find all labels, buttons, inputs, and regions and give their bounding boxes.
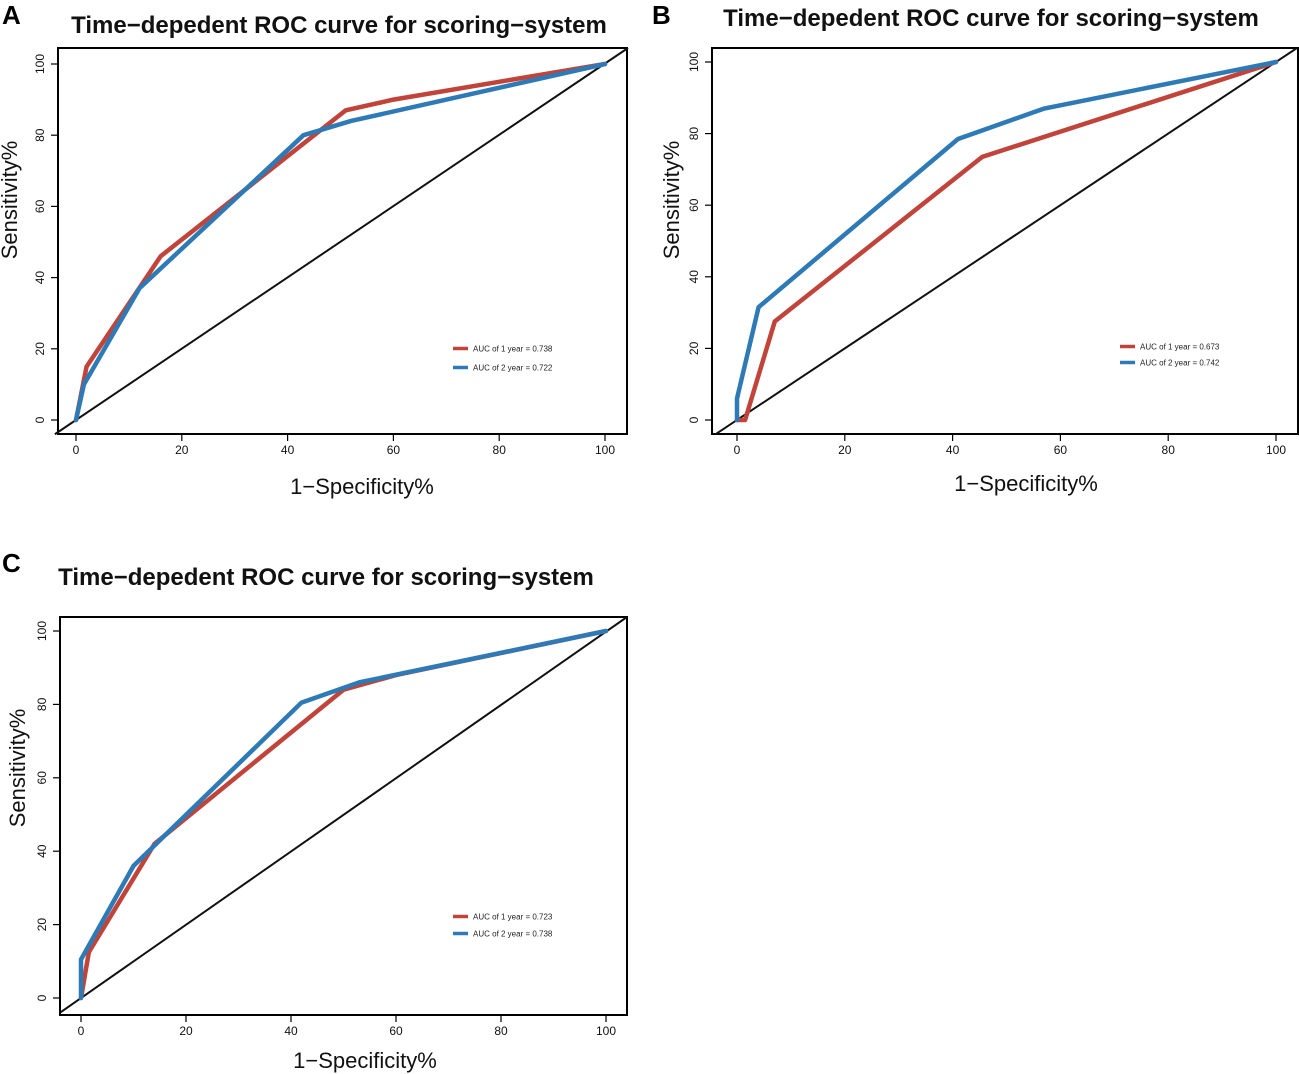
diagonal-reference-line — [714, 47, 1298, 436]
y-tick-label: 0 — [35, 994, 49, 1001]
roc-series — [78, 628, 609, 1001]
axis-ticks: 0 20 40 60 80 100 0 20 40 60 80 100 — [35, 621, 616, 1038]
panel-c: C Time−depedent ROC curve for scoring−sy… — [2, 548, 628, 1073]
y-axis-label: Sensitivity% — [5, 709, 30, 828]
x-tick-label: 40 — [281, 443, 295, 457]
y-tick-label: 20 — [35, 918, 49, 932]
x-tick-label: 60 — [387, 443, 401, 457]
x-tick-label: 40 — [284, 1024, 298, 1038]
x-tick-label: 100 — [595, 443, 615, 457]
y-tick-label: 80 — [33, 128, 47, 142]
roc-series — [734, 59, 1279, 423]
x-tick-label: 100 — [1266, 443, 1286, 457]
roc-line-2-year — [73, 61, 608, 423]
plot-frame — [711, 47, 1299, 435]
plot-frame — [57, 47, 628, 435]
y-tick-label: 60 — [33, 199, 47, 213]
x-tick-label: 20 — [838, 443, 852, 457]
x-axis-label: 1−Specificity% — [954, 471, 1098, 496]
y-tick-label: 20 — [687, 341, 701, 355]
panel-letter-b: B — [652, 0, 671, 30]
y-tick-label: 20 — [33, 342, 47, 356]
roc-line-1-year — [734, 59, 1279, 423]
x-tick-label: 40 — [946, 443, 960, 457]
x-tick-label: 80 — [493, 443, 507, 457]
y-tick-label: 0 — [687, 416, 701, 423]
roc-line-2-year — [78, 628, 609, 1001]
y-tick-label: 100 — [687, 52, 701, 72]
y-tick-label: 60 — [687, 198, 701, 212]
legend-label: AUC of 2 year = 0.722 — [473, 364, 553, 373]
y-axis-label: Sensitivity% — [659, 141, 684, 260]
roc-line-2-year — [734, 59, 1279, 423]
panel-a: A Time−depedent ROC curve for scoring−sy… — [0, 0, 629, 499]
y-tick-label: 40 — [687, 270, 701, 284]
y-tick-label: 100 — [35, 621, 49, 641]
roc-series — [73, 61, 608, 423]
y-tick-label: 100 — [33, 54, 47, 74]
legend-label: AUC of 2 year = 0.738 — [473, 930, 553, 939]
legend-label: AUC of 2 year = 0.742 — [1140, 359, 1220, 368]
x-axis-label: 1−Specificity% — [293, 1048, 437, 1073]
chart-title: Time−depedent ROC curve for scoring−syst… — [723, 5, 1259, 32]
panel-b: B Time−depedent ROC curve for scoring−sy… — [652, 0, 1299, 496]
x-tick-label: 80 — [494, 1024, 508, 1038]
x-tick-label: 80 — [1162, 443, 1176, 457]
legend-label: AUC of 1 year = 0.738 — [473, 345, 553, 354]
chart-title: Time−depedent ROC curve for scoring−syst… — [71, 12, 607, 39]
x-tick-label: 0 — [73, 443, 80, 457]
panel-letter-a: A — [2, 0, 21, 30]
axis-ticks: 0 20 40 60 80 100 0 20 40 60 80 100 — [33, 54, 615, 457]
axis-ticks: 0 20 40 60 80 100 0 20 40 60 80 100 — [687, 52, 1286, 457]
legend-label: AUC of 1 year = 0.723 — [473, 913, 553, 922]
chart-title: Time−depedent ROC curve for scoring−syst… — [58, 564, 594, 591]
legend: AUC of 1 year = 0.673 AUC of 2 year = 0.… — [1120, 343, 1220, 368]
x-tick-label: 0 — [734, 443, 741, 457]
x-tick-label: 0 — [78, 1024, 85, 1038]
x-tick-label: 20 — [175, 443, 189, 457]
x-tick-label: 60 — [389, 1024, 403, 1038]
x-axis-label: 1−Specificity% — [290, 474, 434, 499]
y-axis-label: Sensitivity% — [0, 141, 22, 260]
panel-letter-c: C — [2, 548, 21, 578]
y-tick-label: 80 — [35, 697, 49, 711]
x-tick-label: 20 — [179, 1024, 193, 1038]
diagonal-reference-line — [54, 47, 629, 436]
x-tick-label: 60 — [1054, 443, 1068, 457]
y-tick-label: 40 — [35, 844, 49, 858]
diagonal-reference-line — [59, 616, 628, 1014]
plot-frame — [59, 616, 628, 1016]
y-tick-label: 0 — [33, 416, 47, 423]
x-tick-label: 100 — [596, 1024, 616, 1038]
y-tick-label: 80 — [687, 127, 701, 141]
y-tick-label: 60 — [35, 771, 49, 785]
legend: AUC of 1 year = 0.723 AUC of 2 year = 0.… — [453, 913, 553, 939]
legend-label: AUC of 1 year = 0.673 — [1140, 343, 1220, 352]
legend: AUC of 1 year = 0.738 AUC of 2 year = 0.… — [453, 345, 553, 373]
y-tick-label: 40 — [33, 271, 47, 285]
